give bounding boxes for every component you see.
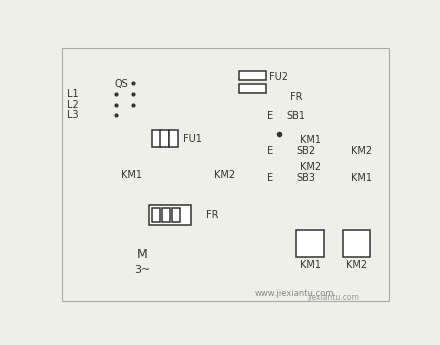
Text: KM1: KM1 <box>300 135 321 145</box>
Bar <box>238 71 266 80</box>
Bar <box>149 205 191 225</box>
Text: L1: L1 <box>67 89 79 99</box>
Text: L3: L3 <box>67 110 79 120</box>
Text: jiexiantu.com: jiexiantu.com <box>308 293 359 302</box>
Bar <box>152 208 160 222</box>
Text: KM1: KM1 <box>300 260 321 270</box>
Bar <box>162 208 170 222</box>
Text: SB1: SB1 <box>287 111 306 121</box>
Text: KM2: KM2 <box>300 162 321 172</box>
Bar <box>238 84 266 93</box>
Text: QS: QS <box>115 79 128 89</box>
Text: 3~: 3~ <box>134 265 150 275</box>
Bar <box>152 130 161 147</box>
Text: SB3: SB3 <box>297 173 315 183</box>
Text: E: E <box>267 146 273 156</box>
Text: FR: FR <box>206 210 219 220</box>
Text: SB2: SB2 <box>297 146 315 156</box>
Text: E: E <box>267 173 273 183</box>
Text: FU2: FU2 <box>269 72 288 82</box>
Text: KM2: KM2 <box>214 170 235 180</box>
Bar <box>172 208 180 222</box>
Text: www.jiexiantu.com: www.jiexiantu.com <box>255 289 334 298</box>
Text: FU1: FU1 <box>183 134 202 144</box>
Text: E: E <box>267 111 273 121</box>
Bar <box>160 130 169 147</box>
Bar <box>169 130 178 147</box>
Text: KM1: KM1 <box>121 170 143 180</box>
Text: L2: L2 <box>67 100 79 110</box>
Text: M: M <box>137 248 148 261</box>
Text: KM1: KM1 <box>351 173 372 183</box>
Bar <box>297 230 324 257</box>
Bar <box>342 230 370 257</box>
Text: KM2: KM2 <box>351 146 372 156</box>
Text: FR: FR <box>290 92 303 102</box>
Text: KM2: KM2 <box>346 260 367 270</box>
